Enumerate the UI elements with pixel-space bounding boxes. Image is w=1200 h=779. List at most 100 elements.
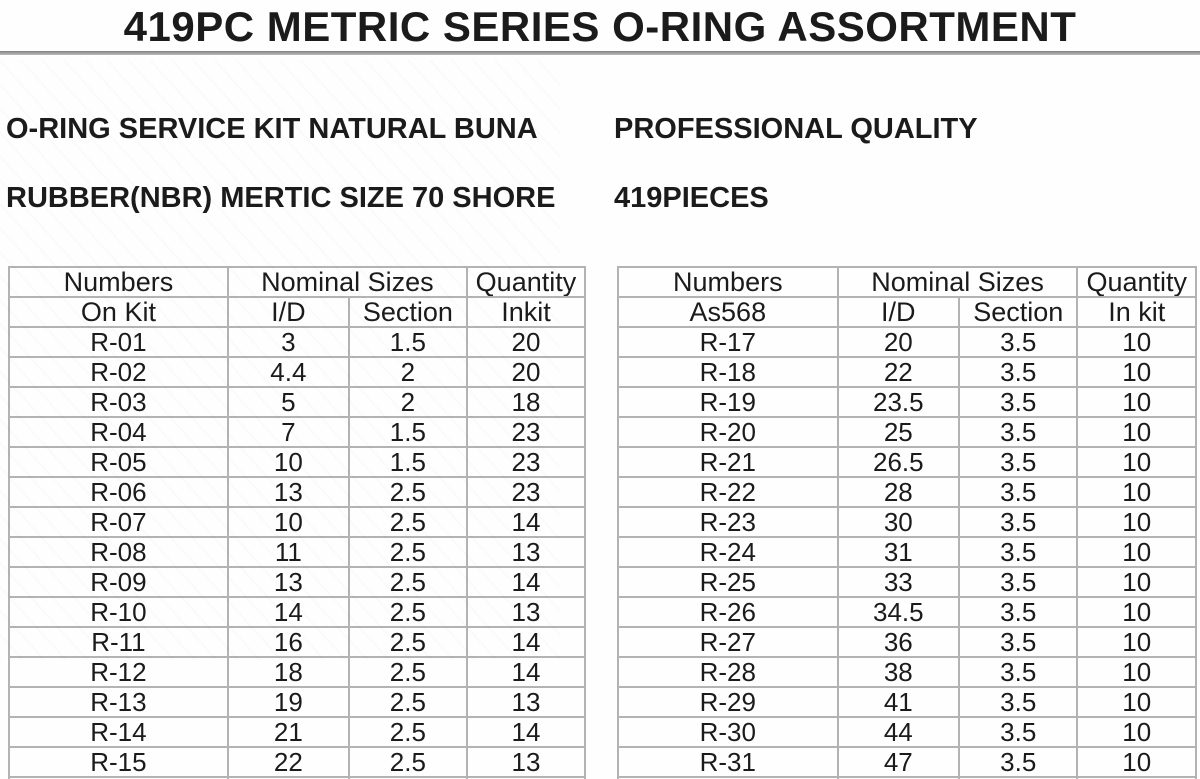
table-cell: R-19 [617,385,839,418]
table-cell: 14 [465,655,587,688]
table-row: R-14 21 2.5 14 [8,715,587,748]
table-cell: 3.5 [957,475,1079,508]
table-cell: 13 [226,565,350,598]
table-cell: 44 [836,715,961,748]
table-cell: 13 [465,595,587,628]
table-row: R-04 7 1.5 23 [8,415,587,448]
table-cell: 22 [836,355,961,388]
table-cell: 5 [226,385,350,418]
table-cell: 21 [226,715,350,748]
table-cell: 1.5 [347,445,468,478]
table-cell: R-22 [617,475,839,508]
left-subtitle-line1: O-RING SERVICE KIT NATURAL BUNA [6,112,538,145]
right-subtitle-line2: 419PIECES [614,182,769,215]
table-cell: 3 [226,325,350,358]
table-row: R-30 44 3.5 10 [617,715,1197,748]
table-cell: 26.5 [836,445,961,478]
table-cell: 19 [226,685,350,718]
table-cell: 14 [226,595,350,628]
table-cell: 13 [226,475,350,508]
table-cell: 18 [465,385,587,418]
table-row: R-23 30 3.5 10 [617,505,1197,538]
table-cell: 10 [226,505,350,538]
table-row: R-32503.510 [617,775,1197,779]
title-divider [0,51,1200,55]
table-cell: R-30 [617,715,839,748]
table-cell: R-15 [8,745,229,778]
table-cell: 3.5 [957,355,1079,388]
table-cell: 3.5 [957,745,1079,778]
table-cell: 2.5 [347,565,468,598]
table-row: R-11 16 2.5 14 [8,625,587,658]
table-cell: 3.5 [957,505,1079,538]
left-subtitle: O-RING SERVICE KIT NATURAL BUNA RUBBER(N… [6,77,614,251]
col-header-section: Section [347,295,468,328]
table-row: R-21 26.5 3.5 10 [617,445,1197,478]
col-header-numbers-sub: On Kit [8,295,229,328]
table-cell: R-20 [617,415,839,448]
col-header-nominal-sizes: Nominal Sizes [226,265,468,298]
col-header-quantity-sub: Inkit [465,295,587,328]
table-cell: 10 [1076,625,1197,658]
header-row-2: As568 I/D Section In kit [617,295,1197,328]
table-cell: R-08 [8,535,229,568]
table-cell: 23 [465,415,587,448]
left-oring-table: Numbers Nominal Sizes Quantity On Kit I/… [8,265,587,779]
table-cell: 14 [465,625,587,658]
col-header-quantity: Quantity [465,265,587,298]
table-cell: 10 [1076,475,1197,508]
table-cell: 3.5 [957,685,1079,718]
col-header-numbers: Numbers [8,265,229,298]
table-cell: 2.5 [347,475,468,508]
table-cell: 33 [836,565,961,598]
table-cell: R-09 [8,565,229,598]
left-subtitle-line2: RUBBER(NBR) MERTIC SIZE 70 SHORE [6,182,556,215]
table-cell: R-12 [8,655,229,688]
col-header-numbers-sub: As568 [617,295,839,328]
left-table-container: Numbers Nominal Sizes Quantity On Kit I/… [8,265,587,779]
subtitle-row: O-RING SERVICE KIT NATURAL BUNA RUBBER(N… [0,55,1200,266]
table-cell: 38 [836,655,961,688]
table-cell: 1.5 [347,415,468,448]
table-row: R-07 10 2.5 14 [8,505,587,538]
table-cell: R-05 [8,445,229,478]
table-cell: 10 [1076,745,1197,778]
table-cell: R-18 [617,355,839,388]
table-cell: 20 [465,325,587,358]
table-row: R-25 33 3.5 10 [617,565,1197,598]
table-cell: 2.5 [347,625,468,658]
table-cell: R-02 [8,355,229,388]
table-row: R-12 18 2.5 14 [8,655,587,688]
table-cell: 20 [836,325,961,358]
table-cell: 28 [836,475,961,508]
table-cell: 30 [836,505,961,538]
table-row: R-22 28 3.5 10 [617,475,1197,508]
header-row-1: Numbers Nominal Sizes Quantity [8,265,587,298]
table-cell: 2.5 [347,595,468,628]
table-row: R-31 47 3.5 10 [617,745,1197,778]
table-cell: 10 [1076,445,1197,478]
table-cell: 10 [1076,325,1197,358]
table-cell: 25 [836,415,961,448]
table-cell: R-11 [8,625,229,658]
table-cell: 2.5 [347,655,468,688]
col-header-id: I/D [226,295,350,328]
table-cell: 10 [1076,655,1197,688]
table-cell: R-25 [617,565,839,598]
table-cell: R-03 [8,385,229,418]
table-cell: 13 [465,535,587,568]
table-row: R-28 38 3.5 10 [617,655,1197,688]
table-cell: R-01 [8,325,229,358]
table-cell: 18 [226,655,350,688]
table-cell: 23 [465,445,587,478]
table-row: R-20 25 3.5 10 [617,415,1197,448]
table-cell: 3.5 [957,715,1079,748]
table-row: R-16183.510 [8,775,587,779]
header-row-2: On Kit I/D Section Inkit [8,295,587,328]
table-cell: 3.5 [957,445,1079,478]
table-cell: R-21 [617,445,839,478]
table-cell: 3.5 [957,325,1079,358]
table-cell: 2.5 [347,745,468,778]
table-cell: 23.5 [836,385,961,418]
table-cell: 36 [836,625,961,658]
